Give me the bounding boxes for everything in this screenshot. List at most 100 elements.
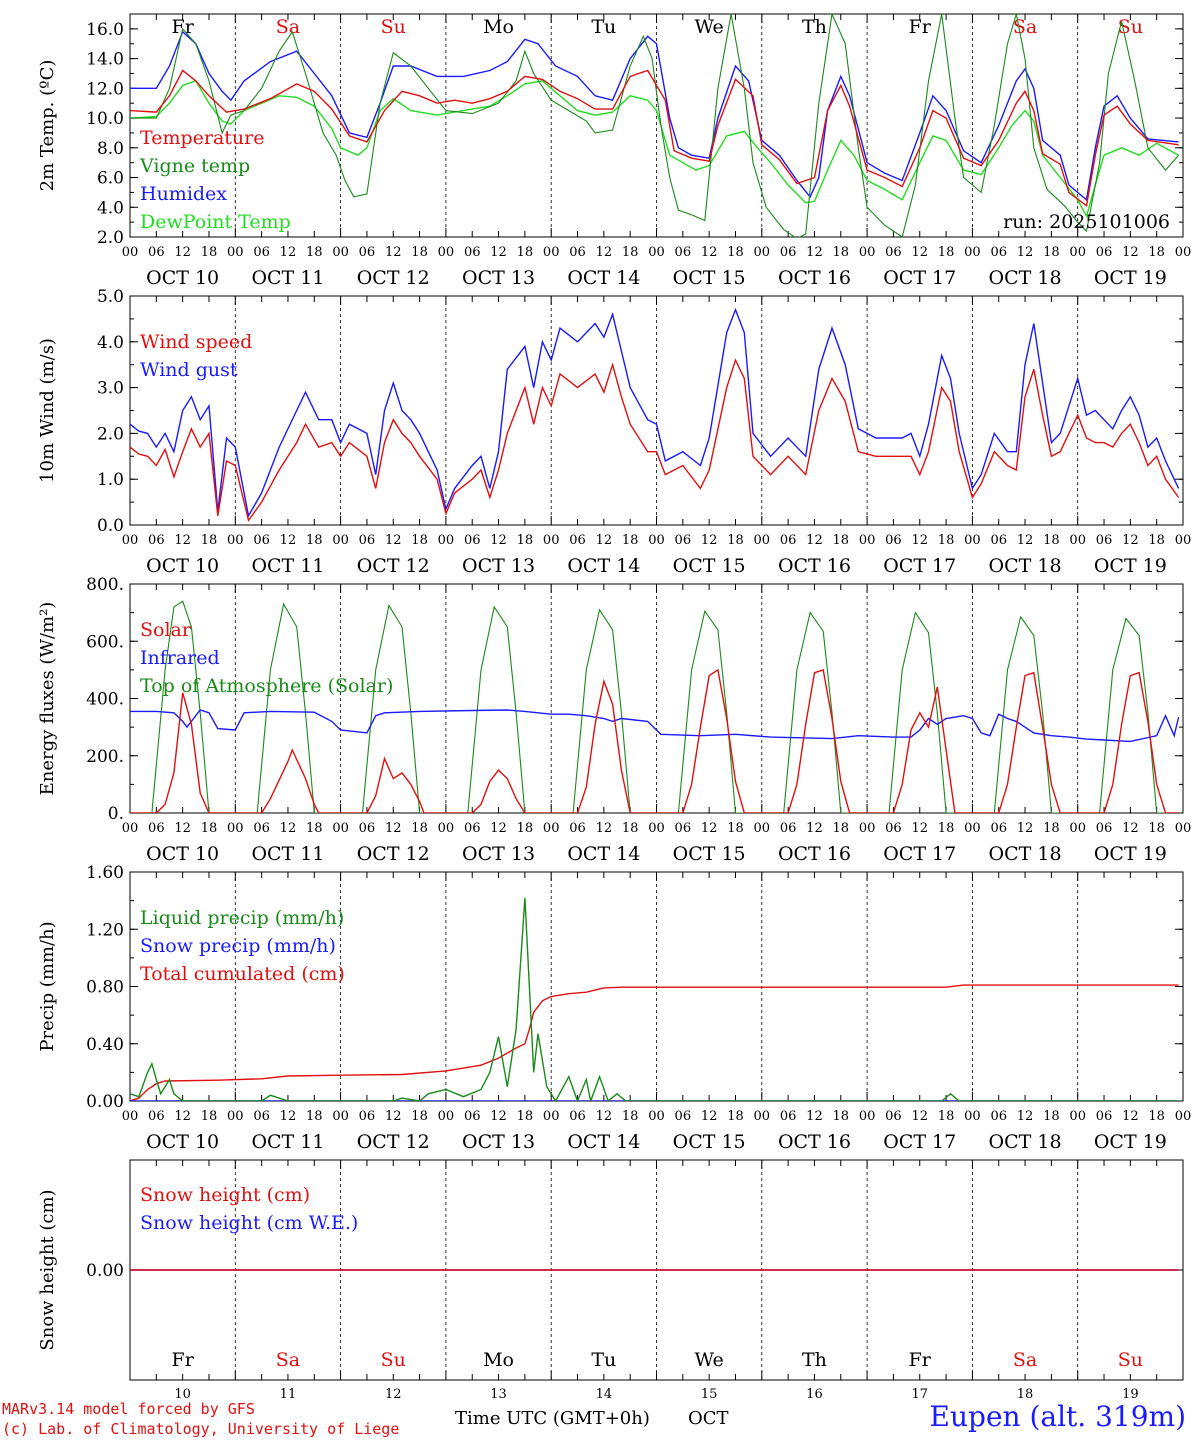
wind-hour-label: 18 [1148,533,1165,548]
wind-hour-label: 06 [780,533,797,548]
wind-hour-label: 06 [1096,533,1113,548]
wind-y-tick-label: 1.0 [97,470,124,490]
energy-series-solar [130,668,1179,813]
wind-hour-label: 00 [754,533,771,548]
wind-y-tick-label: 5.0 [97,287,124,307]
energy-hour-label: 12 [806,821,823,836]
temp-hour-label: 06 [359,245,376,260]
wind-date-label: OCT 12 [357,555,430,577]
temp-legend-item: Vigne temp [139,155,250,177]
bottom-day-number: 11 [280,1387,297,1402]
temp-hour-label: 18 [1043,245,1060,260]
temp-day-abbr: We [695,16,724,38]
bottom-day-number: 13 [490,1387,507,1402]
precip-y-tick-label: 0.00 [86,1092,124,1112]
temp-hour-label: 00 [754,245,771,260]
temp-hour-label: 18 [938,245,955,260]
wind-hour-label: 12 [1017,533,1034,548]
temp-panel: 2.0 4.0 6.0 8.0 10.0 12.0 14.0 16.0 2m Temp. (ºC… [37,13,1192,289]
wind-date-label: OCT 13 [462,555,535,577]
wind-hour-label: 06 [569,533,586,548]
temp-hour-label: 00 [1175,245,1192,260]
precip-hour-label: 18 [1043,1109,1060,1124]
energy-hour-label: 12 [911,821,928,836]
energy-hour-label: 18 [1148,821,1165,836]
energy-hour-label: 00 [859,821,876,836]
snow-legend-item: Snow height (cm W.E.) [140,1212,358,1234]
precip-hour-label: 12 [911,1109,928,1124]
wind-hour-label: 06 [253,533,270,548]
temp-hour-label: 06 [569,245,586,260]
energy-series-top-of-atmosphere-solar [130,600,1179,813]
precip-y-tick-label: 1.20 [86,920,124,940]
temp-hour-label: 06 [148,245,165,260]
wind-hour-label: 18 [622,533,639,548]
precip-date-label: OCT 14 [567,1131,640,1153]
temp-hour-label: 12 [701,245,718,260]
temp-hour-label: 12 [596,245,613,260]
bottom-day-abbr: Fr [909,1349,932,1371]
temp-hour-label: 00 [648,245,665,260]
precip-hour-label: 06 [464,1109,481,1124]
time-axis-label: Time UTC (GMT+0h) [455,1408,650,1429]
energy-hour-label: 12 [596,821,613,836]
precip-hour-label: 12 [280,1109,297,1124]
wind-hour-label: 12 [174,533,191,548]
energy-y-tick-label: 200. [86,747,124,767]
bottom-day-abbr: Sa [276,1349,300,1371]
wind-series-wind-speed [130,358,1180,523]
wind-hour-label: 06 [990,533,1007,548]
temp-hour-label: 18 [411,245,428,260]
temp-date-label: OCT 17 [883,267,956,289]
precip-date-label: OCT 11 [251,1131,324,1153]
energy-hour-label: 00 [1069,821,1086,836]
energy-y-tick-label: 600. [86,632,124,652]
precip-series-liquid-precip-mm-h [130,897,1179,1101]
wind-hour-label: 00 [648,533,665,548]
precip-date-label: OCT 10 [146,1131,219,1153]
temp-day-abbr: Su [381,16,406,38]
precip-hour-label: 12 [385,1109,402,1124]
energy-hour-label: 12 [701,821,718,836]
energy-date-label: OCT 19 [1094,843,1167,865]
energy-hour-label: 06 [885,821,902,836]
precip-hour-label: 06 [990,1109,1007,1124]
temp-day-abbr: Su [1118,16,1143,38]
precip-date-label: OCT 15 [673,1131,746,1153]
precip-hour-label: 12 [1017,1109,1034,1124]
precip-hour-label: 00 [543,1109,560,1124]
energy-hour-label: 06 [675,821,692,836]
wind-panel: 0.0 1.0 2.0 3.0 4.0 5.0 10m Wind (m/s) 00 06 12 18… [37,287,1191,577]
temp-day-abbr: Sa [1013,16,1037,38]
precip-hour-label: 00 [964,1109,981,1124]
energy-hour-label: 18 [411,821,428,836]
energy-hour-label: 12 [174,821,191,836]
precip-hour-label: 00 [227,1109,244,1124]
temp-hour-label: 18 [833,245,850,260]
precip-legend-item: Snow precip (mm/h) [140,935,336,957]
wind-hour-label: 12 [806,533,823,548]
wind-hour-label: 00 [227,533,244,548]
wind-date-label: OCT 17 [883,555,956,577]
precip-hour-label: 12 [806,1109,823,1124]
energy-hour-label: 18 [517,821,534,836]
wind-y-tick-label: 4.0 [97,333,124,353]
snow-y-axis-label: Snow height (cm) [37,1189,58,1350]
precip-hour-label: 18 [727,1109,744,1124]
temp-hour-label: 06 [675,245,692,260]
energy-hour-label: 06 [569,821,586,836]
wind-date-label: OCT 14 [567,555,640,577]
wind-hour-label: 18 [411,533,428,548]
precip-hour-label: 06 [253,1109,270,1124]
energy-hour-label: 12 [1122,821,1139,836]
precip-date-label: OCT 13 [462,1131,535,1153]
wind-y-tick-label: 0.0 [97,516,124,536]
precip-legend-item: Liquid precip (mm/h) [140,907,344,929]
run-label: run: 2025101006 [1003,211,1170,233]
precip-hour-label: 00 [859,1109,876,1124]
temp-hour-label: 18 [727,245,744,260]
wind-hour-label: 12 [1122,533,1139,548]
temp-date-label: OCT 16 [778,267,851,289]
wind-hour-label: 00 [964,533,981,548]
